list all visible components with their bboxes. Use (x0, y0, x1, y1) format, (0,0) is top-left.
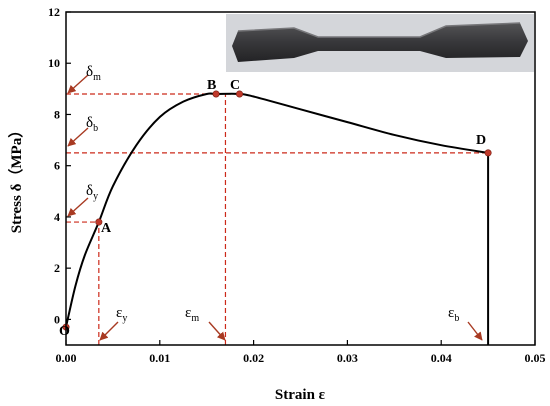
symbol-delta-m: δm (86, 64, 101, 83)
specimen-highlight (237, 22, 521, 38)
annotation-epsilon-b: εb (448, 305, 483, 341)
symbol-epsilon-b: εb (448, 305, 459, 324)
arrow-delta-m (67, 74, 89, 94)
annotation-epsilon-m: εm (185, 305, 226, 341)
y-tick-label: 12 (48, 5, 60, 19)
symbol-annotations: δm δb δy εy εm εb (67, 64, 483, 341)
x-tick-label: 0.02 (243, 351, 264, 365)
point-marker-a (95, 218, 103, 226)
symbol-epsilon-y: εy (116, 305, 127, 324)
point-label-d: D (476, 133, 486, 148)
y-axis-title: Stress δ（MPa） (7, 123, 25, 233)
x-axis-ticks: 0.00 0.01 0.02 0.03 0.04 0.05 (56, 340, 546, 365)
stress-strain-curve (65, 92, 490, 345)
point-marker-c (236, 90, 244, 98)
x-axis-title: Strain ε (275, 387, 326, 403)
arrow-epsilon-m (208, 321, 226, 341)
annotation-delta-y: δy (67, 183, 98, 217)
y-tick-label: 4 (54, 210, 60, 224)
point-labels: O A B C D (59, 78, 486, 339)
symbol-delta-y: δy (86, 183, 98, 202)
point-label-o: O (59, 324, 70, 339)
x-tick-label: 0.01 (149, 351, 170, 365)
y-axis-ticks: 0 2 4 6 8 10 12 (48, 5, 71, 326)
x-tick-label: 0.03 (337, 351, 358, 365)
point-marker-b (212, 90, 220, 98)
plot-frame (65, 11, 536, 346)
arrow-epsilon-y (99, 321, 119, 341)
point-label-a: A (101, 221, 112, 236)
y-tick-label: 0 (54, 312, 60, 326)
annotation-delta-m: δm (67, 64, 101, 94)
point-label-b: B (207, 78, 216, 93)
y-tick-label: 10 (48, 56, 60, 70)
x-tick-label: 0.00 (56, 351, 77, 365)
y-tick-label: 6 (54, 159, 60, 173)
reference-lines (66, 93, 489, 345)
arrow-delta-b (67, 127, 89, 147)
annotation-delta-b: δb (67, 115, 98, 147)
point-marker-d (484, 149, 492, 157)
x-tick-label: 0.05 (525, 351, 546, 365)
annotation-epsilon-y: εy (99, 305, 127, 341)
y-tick-label: 8 (54, 107, 60, 121)
y-tick-label: 2 (54, 261, 60, 275)
characteristic-points (62, 90, 492, 331)
arrow-epsilon-b (467, 321, 483, 341)
point-label-c: C (230, 78, 240, 93)
arrow-delta-y (67, 197, 89, 217)
specimen-photo (226, 14, 534, 72)
symbol-delta-b: δb (86, 115, 98, 134)
x-tick-label: 0.04 (431, 351, 452, 365)
symbol-epsilon-m: εm (185, 305, 199, 324)
